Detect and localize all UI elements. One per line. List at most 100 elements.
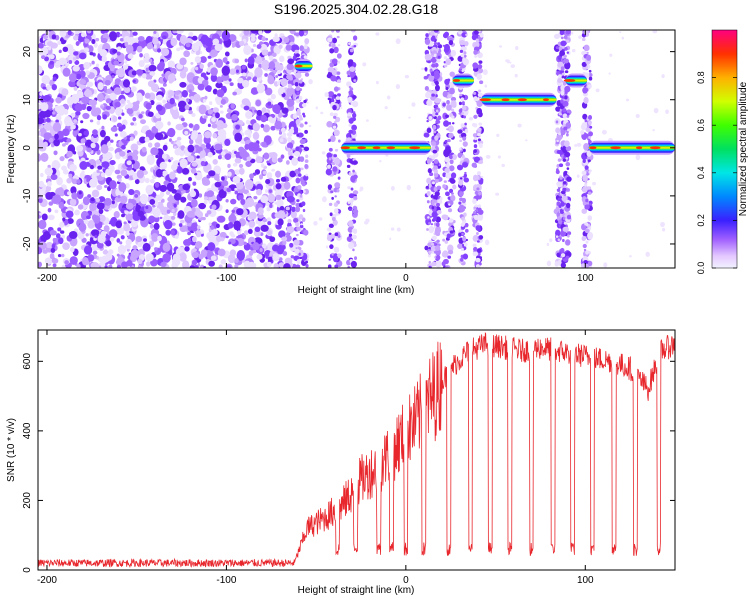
spectral-blob <box>348 90 354 95</box>
spectral-blob <box>474 136 478 141</box>
spectral-blob <box>444 157 450 163</box>
spectral-blob <box>169 194 173 199</box>
spectral-blob <box>426 99 433 107</box>
spectral-blob <box>324 92 329 98</box>
spectral-blob <box>116 46 122 51</box>
spectral-blob <box>146 154 155 166</box>
spectral-blob <box>196 210 204 218</box>
spectral-blob <box>472 243 477 248</box>
spectral-blob <box>172 106 177 110</box>
spectral-blob <box>94 234 98 239</box>
spectral-blob <box>156 63 165 72</box>
spectral-blob <box>215 112 220 119</box>
spectral-blob <box>557 78 563 84</box>
spectral-blob <box>244 143 250 150</box>
spectral-blob <box>554 261 559 267</box>
spectral-blob <box>476 107 483 115</box>
spectral-blob <box>560 247 565 254</box>
spectral-blob <box>286 142 294 150</box>
spectral-blob <box>234 132 243 143</box>
spectral-blob <box>125 238 132 246</box>
spectral-blob <box>561 72 565 76</box>
spectral-blob <box>585 127 591 133</box>
spectral-blob <box>91 60 95 65</box>
spectral-blob <box>581 122 588 128</box>
spectral-blob <box>165 190 171 196</box>
spectral-blob <box>274 108 280 115</box>
spectral-blob <box>132 116 137 122</box>
spectral-blob <box>464 128 469 134</box>
spectral-blob <box>479 80 484 85</box>
spectral-blob <box>243 241 247 246</box>
spectral-blob <box>426 191 431 197</box>
spectral-blob <box>145 130 152 137</box>
spectral-blob <box>476 171 481 176</box>
spectral-blob <box>472 133 478 138</box>
spectral-blob <box>266 160 270 164</box>
spectral-blob <box>38 42 44 49</box>
spectral-blob <box>586 186 592 190</box>
spectral-blob <box>432 216 437 222</box>
spectral-blob <box>256 253 263 260</box>
spectral-blob <box>195 241 203 249</box>
spectral-blob <box>267 221 272 226</box>
spectral-blob <box>189 190 197 198</box>
spectral-blob <box>564 151 571 158</box>
spectral-blob <box>525 139 528 142</box>
spectral-blob <box>408 116 411 119</box>
spectral-blob <box>475 225 481 231</box>
spectral-blob <box>232 91 237 96</box>
spectral-blob <box>86 30 92 34</box>
spectral-blob <box>230 198 237 205</box>
spectral-blob <box>268 61 276 70</box>
spectral-blob <box>350 175 356 183</box>
spectral-blob <box>73 86 78 91</box>
spectral-blob <box>228 241 232 245</box>
spectral-blob <box>104 265 108 268</box>
spectral-blob <box>216 215 226 223</box>
spectral-blob <box>295 72 302 79</box>
spectral-blob <box>120 235 125 240</box>
spectral-blob <box>574 144 578 147</box>
spectral-blob <box>90 99 97 107</box>
spectral-blob <box>477 213 484 221</box>
spectral-blob <box>444 31 450 37</box>
spectral-blob <box>124 210 130 215</box>
spectral-blob <box>460 222 465 227</box>
y-tick-label: -10 <box>22 188 33 203</box>
spectral-blob <box>137 35 145 42</box>
spectral-blob <box>150 83 159 92</box>
spectral-blob <box>198 202 207 210</box>
spectral-blob <box>106 142 111 147</box>
spectral-blob <box>231 153 236 159</box>
spectral-blob <box>452 184 457 190</box>
spectral-blob <box>476 248 482 253</box>
spectral-blob <box>166 182 175 192</box>
spectral-blob <box>435 260 442 268</box>
spectral-blob <box>179 57 187 66</box>
spectral-blob <box>459 93 463 97</box>
spectral-blob <box>581 235 587 242</box>
spectral-blob <box>331 95 335 99</box>
spectral-blob <box>126 160 132 166</box>
spectral-blob <box>227 221 234 229</box>
spectral-blob <box>123 221 127 225</box>
spectral-blob <box>174 90 181 95</box>
spectral-blob <box>105 252 113 261</box>
spectral-blob <box>333 46 339 54</box>
spectral-blob <box>431 63 437 68</box>
spectral-blob <box>476 99 483 108</box>
spectral-blob <box>258 174 264 180</box>
spectral-blob <box>182 260 190 268</box>
spectral-blob <box>102 114 108 120</box>
spectral-blob <box>278 262 285 268</box>
spectral-blob <box>445 191 450 197</box>
spectral-blob <box>566 167 570 170</box>
spectral-blob <box>334 98 341 105</box>
spectral-blob <box>127 53 134 59</box>
spectral-blob <box>59 221 65 228</box>
spectral-blob <box>482 69 488 76</box>
spectral-blob <box>105 168 113 177</box>
spectral-blob <box>447 94 453 99</box>
spectral-blob <box>333 246 340 253</box>
